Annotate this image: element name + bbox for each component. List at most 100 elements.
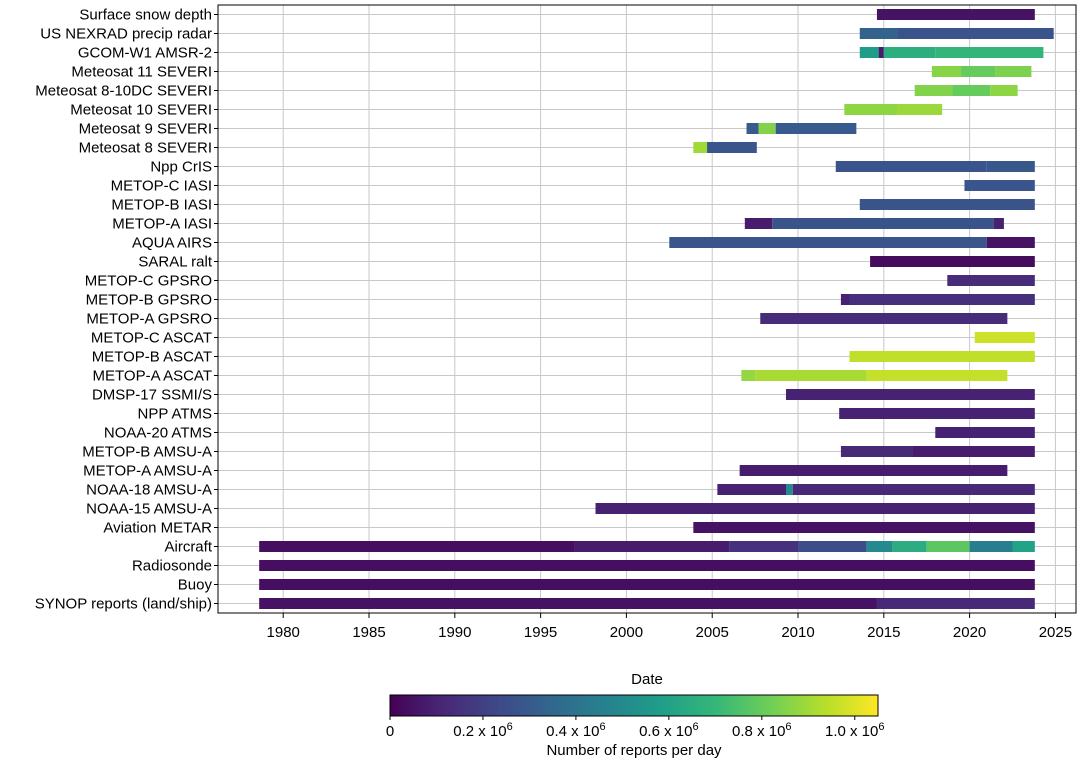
bar-segment (835, 161, 987, 172)
bar-segment (595, 503, 1035, 514)
y-label: GCOM-W1 AMSR-2 (78, 45, 212, 62)
bar-segment (961, 66, 996, 77)
x-tick-label: 2005 (696, 624, 729, 641)
x-tick-label: 2000 (610, 624, 643, 641)
y-label: Meteosat 10 SEVERI (70, 102, 212, 119)
y-axis-labels: Surface snow depth US NEXRAD precip radar… (35, 7, 218, 613)
bar-segment (866, 370, 1008, 381)
bar-segment (669, 237, 987, 248)
bar-segment (840, 446, 913, 457)
bar-segment (798, 541, 867, 552)
bar-segment (974, 332, 1035, 343)
bar-segment (964, 180, 1035, 191)
bar-segment (931, 66, 962, 77)
y-label: SARAL ralt (138, 254, 212, 271)
bar-segment (986, 161, 1035, 172)
bar-segment (755, 370, 867, 381)
bar-segment (741, 370, 756, 381)
y-label: METOP-C GPSRO (85, 273, 212, 290)
bar-segment (729, 541, 799, 552)
y-label: Meteosat 11 SEVERI (71, 64, 212, 81)
y-label: METOP-A GPSRO (86, 311, 212, 328)
colorbar-tick-label: 0.4 x 106 (546, 721, 606, 740)
x-tick-label: 1990 (438, 624, 471, 641)
y-label: Aircraft (164, 539, 212, 556)
bar-segment (849, 294, 1035, 305)
bar-segment (744, 218, 773, 229)
bar-segment (758, 123, 776, 134)
x-axis-ticks: 1980 1985 1990 1995 2000 2005 2010 2015 2020 2025 (267, 613, 1072, 641)
bar-segment (990, 85, 1018, 96)
bar-segment (839, 408, 1035, 419)
colorbar-tick-label: 0.2 x 106 (453, 721, 513, 740)
y-label: Aviation METAR (103, 520, 212, 537)
bar-segment (785, 389, 1035, 400)
bar-segment (892, 541, 927, 552)
bar-segment (935, 47, 1044, 58)
colorbar-tick-label: 1.0 x 106 (825, 721, 885, 740)
x-axis-label: Date (631, 671, 663, 688)
y-label: Radiosonde (132, 558, 212, 575)
bar-segment (693, 142, 708, 153)
y-label: METOP-C IASI (111, 178, 212, 195)
colorbar-label: Number of reports per day (546, 742, 722, 759)
y-label: DMSP-17 SSMI/S (92, 387, 212, 404)
y-label: AQUA AIRS (132, 235, 212, 252)
y-label: NOAA-18 AMSU-A (86, 482, 212, 499)
bar-segment (935, 427, 1035, 438)
y-label: METOP-B AMSU-A (82, 444, 212, 461)
bar-segment (693, 522, 1035, 533)
bar-segment (259, 579, 1035, 590)
bar-segment (947, 275, 1035, 286)
grid (218, 5, 1076, 613)
bars (259, 9, 1054, 609)
plot-frame (217, 4, 1077, 614)
bar-segment (969, 541, 1013, 552)
y-label: METOP-A ASCAT (93, 368, 212, 385)
y-label: NOAA-20 ATMS (104, 425, 212, 442)
bar-segment (897, 28, 1054, 39)
x-tick-label: 1980 (267, 624, 300, 641)
y-label: Npp CrIS (150, 159, 212, 176)
bar-segment (859, 199, 1035, 210)
bar-segment (1012, 541, 1035, 552)
bar-segment (859, 28, 898, 39)
x-tick-label: 1995 (524, 624, 557, 641)
x-tick-label: 2015 (867, 624, 900, 641)
x-tick-label: 2025 (1039, 624, 1072, 641)
bar-segment (952, 85, 991, 96)
bar-segment (844, 104, 898, 115)
y-label: METOP-A IASI (112, 216, 212, 233)
bar-segment (259, 541, 575, 552)
y-label: Meteosat 8-10DC SEVERI (35, 83, 212, 100)
y-label: METOP-A AMSU-A (83, 463, 212, 480)
bar-segment (717, 484, 786, 495)
bar-segment (876, 9, 1035, 20)
bar-segment (746, 123, 759, 134)
x-tick-label: 2020 (953, 624, 986, 641)
y-label: SYNOP reports (land/ship) (35, 596, 212, 613)
x-tick-label: 2010 (781, 624, 814, 641)
bar-segment (866, 541, 893, 552)
bar-segment (739, 465, 1008, 476)
bar-segment (859, 47, 879, 58)
bar-segment (785, 484, 793, 495)
colorbar-tick-label: 0.6 x 106 (639, 721, 699, 740)
bar-segment (259, 598, 877, 609)
y-label: METOP-B ASCAT (92, 349, 212, 366)
y-label: NOAA-15 AMSU-A (86, 501, 212, 518)
y-label: METOP-B IASI (111, 197, 212, 214)
y-label: METOP-C ASCAT (91, 330, 212, 347)
bar-segment (897, 104, 943, 115)
y-label: NPP ATMS (138, 406, 212, 423)
bar-segment (760, 313, 1008, 324)
bar-segment (870, 256, 1035, 267)
bar-segment (772, 218, 994, 229)
y-label: METOP-B GPSRO (86, 292, 212, 309)
bar-segment (986, 237, 1035, 248)
colorbar-ticks: 0 0.2 x 106 0.4 x 106 0.6 x 106 0.8 x 106 1.0… (386, 716, 885, 740)
bar-segment (914, 85, 953, 96)
colorbar-tick-label: 0 (386, 723, 394, 740)
y-label: Meteosat 9 SEVERI (79, 121, 212, 138)
